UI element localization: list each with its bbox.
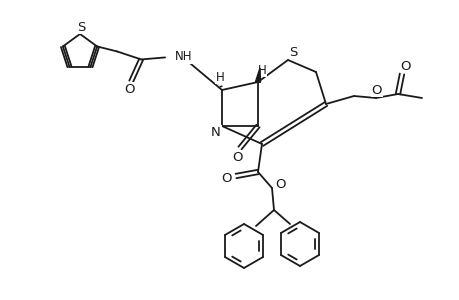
- Text: O: O: [232, 151, 243, 164]
- Text: O: O: [275, 178, 285, 190]
- Text: H: H: [257, 64, 266, 76]
- Polygon shape: [255, 68, 260, 83]
- Text: O: O: [371, 83, 381, 97]
- Text: NH: NH: [175, 50, 192, 63]
- Text: O: O: [123, 83, 134, 96]
- Text: N: N: [211, 125, 220, 139]
- Text: O: O: [221, 172, 232, 184]
- Text: O: O: [400, 59, 410, 73]
- Text: H: H: [215, 70, 224, 83]
- Text: S: S: [288, 46, 297, 59]
- Text: S: S: [77, 20, 85, 34]
